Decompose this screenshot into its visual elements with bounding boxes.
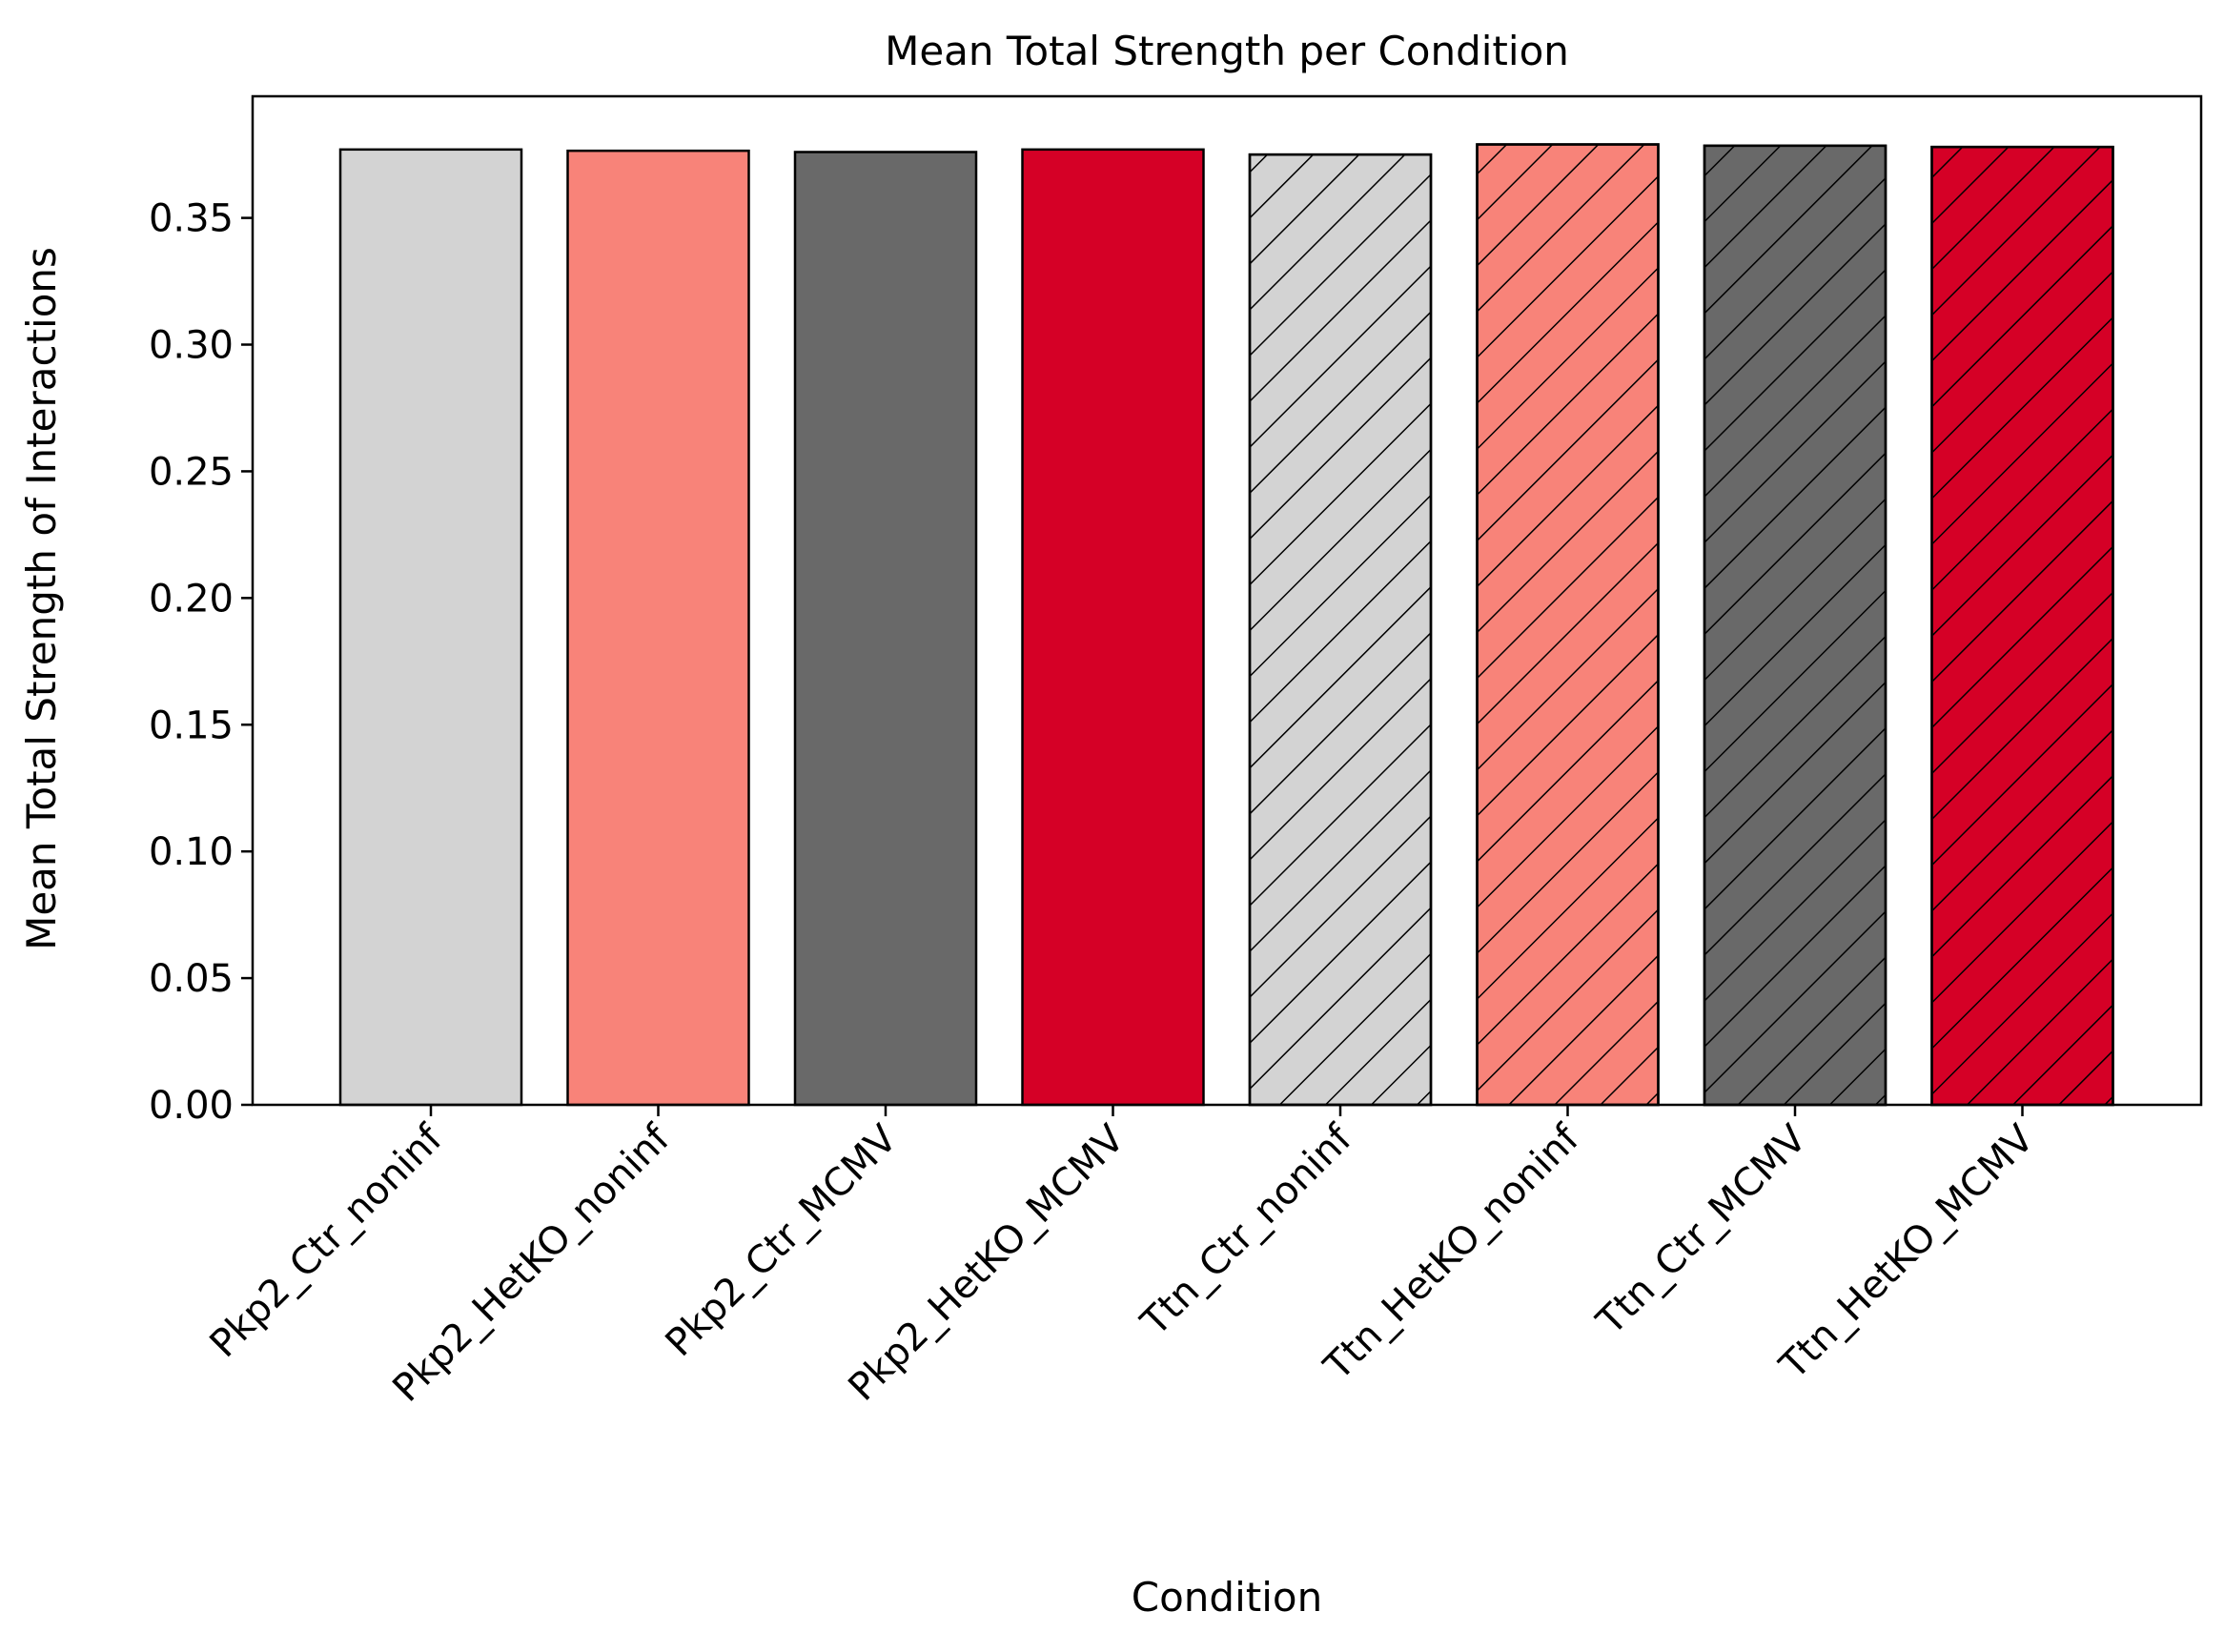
bar-hatch-Ttn_HetKO_MCMV [1930, 145, 2114, 1107]
y-tick-label: 0.25 [149, 450, 234, 494]
y-tick-label: 0.35 [149, 197, 234, 241]
x-tick-label: Ttn_HetKO_MCMV [1771, 1116, 2043, 1388]
x-tick-label: Ttn_Ctr_noninf [1132, 1116, 1361, 1345]
bar-Pkp2_Ctr_MCMV [793, 151, 978, 1107]
y-tick-label: 0.00 [149, 1084, 234, 1128]
chart-title: Mean Total Strength per Condition [885, 28, 1569, 74]
y-tick-label: 0.15 [149, 704, 234, 747]
bar-Pkp2_HetKO_MCMV [1021, 148, 1205, 1107]
y-tick-label: 0.05 [149, 957, 234, 1001]
x-tick-label: Pkp2_Ctr_noninf [202, 1116, 452, 1366]
bar-hatch-Ttn_Ctr_MCMV [1703, 144, 1887, 1107]
bar-Pkp2_Ctr_noninf [338, 148, 523, 1107]
y-axis-label: Mean Total Strength of Interactions [18, 247, 65, 950]
bar-hatch-Ttn_HetKO_noninf [1476, 143, 1660, 1107]
x-tick-label: Pkp2_Ctr_MCMV [658, 1116, 907, 1365]
bar-Pkp2_HetKO_noninf [566, 149, 750, 1107]
bar-hatch-Ttn_Ctr_noninf [1248, 153, 1433, 1107]
y-tick-label: 0.20 [149, 577, 234, 621]
y-tick-label: 0.10 [149, 830, 234, 874]
x-tick-label: Ttn_Ctr_MCMV [1588, 1116, 1816, 1344]
x-axis-label: Condition [1132, 1574, 1322, 1621]
x-tick-label: Ttn_HetKO_noninf [1316, 1116, 1588, 1389]
y-tick-label: 0.30 [149, 324, 234, 368]
plot-frame [251, 94, 2203, 1107]
